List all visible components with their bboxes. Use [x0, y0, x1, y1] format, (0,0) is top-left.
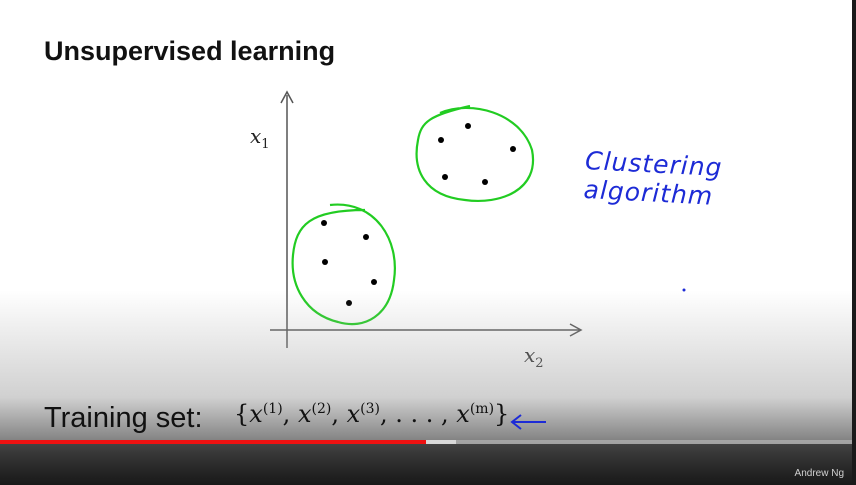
data-point — [482, 179, 488, 185]
left-arrow-icon — [510, 414, 546, 430]
slide-title: Unsupervised learning — [44, 36, 336, 66]
progress-played[interactable] — [0, 440, 426, 444]
training-set-formula: {x(1), x(2), x(3), . . . , x(m)} — [234, 400, 510, 428]
data-point — [363, 234, 369, 240]
data-point — [322, 259, 328, 265]
data-point — [371, 279, 377, 285]
author-watermark: Andrew Ng — [794, 468, 844, 479]
player-controls: Andrew Ng — [0, 444, 852, 485]
training-set-label: Training set: — [44, 402, 203, 434]
data-point — [510, 146, 516, 152]
data-point — [438, 137, 444, 143]
y-axis-label: x1 — [250, 124, 270, 152]
cluster-outline-top — [415, 104, 535, 202]
data-point — [321, 220, 327, 226]
frame-edge — [852, 0, 856, 485]
data-point — [465, 123, 471, 129]
data-point — [442, 174, 448, 180]
cluster-top-points — [438, 123, 516, 185]
y-axis-arrow — [280, 90, 294, 104]
